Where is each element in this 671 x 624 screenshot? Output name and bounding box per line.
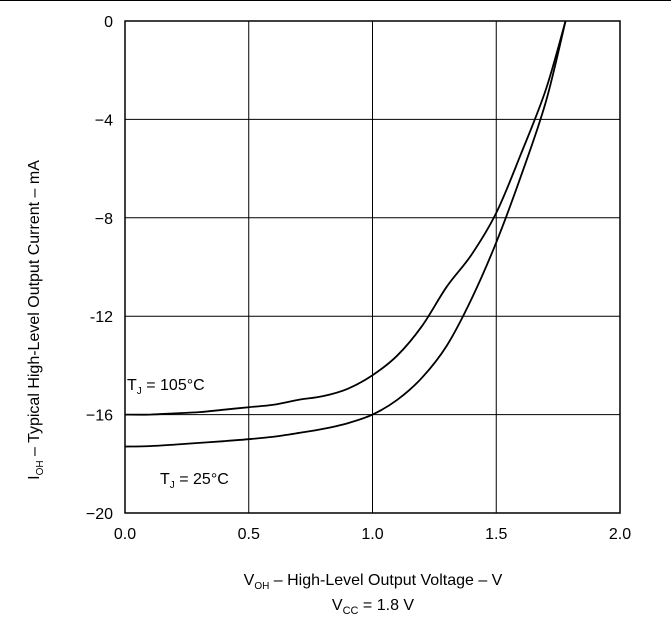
y-tick-label: -12 — [90, 309, 113, 326]
curves — [124, 20, 567, 448]
x-tick-label: 0.5 — [238, 526, 260, 543]
series-line-1 — [124, 20, 567, 448]
y-axis-title: IOH – Typical High-Level Output Current … — [26, 160, 46, 480]
grid — [124, 20, 621, 514]
x-tick-label: 0.0 — [114, 526, 136, 543]
x-tick-label: 2.0 — [609, 526, 631, 543]
y-tick-label: −8 — [95, 211, 113, 228]
series-label-25: TJ = 25°C — [160, 471, 229, 491]
x-tick-label: 1.5 — [485, 526, 507, 543]
plot-frame — [124, 20, 621, 514]
y-tick-label: −16 — [86, 408, 113, 425]
y-tick-label: 0 — [104, 14, 113, 31]
condition-label: VCC = 1.8 V — [332, 597, 414, 617]
y-tick-label: −4 — [95, 112, 113, 129]
series-label-105: TJ = 105°C — [127, 377, 205, 397]
x-axis-title: VOH – High-Level Output Voltage – V — [244, 572, 503, 592]
x-tick-label: 1.0 — [361, 526, 383, 543]
y-tick-label: −20 — [86, 506, 113, 523]
tick-labels: 0.0 0.5 1.0 1.5 2.0 0 −4 −8 -12 −16 −20 — [86, 14, 631, 543]
series-line-0 — [124, 20, 567, 416]
